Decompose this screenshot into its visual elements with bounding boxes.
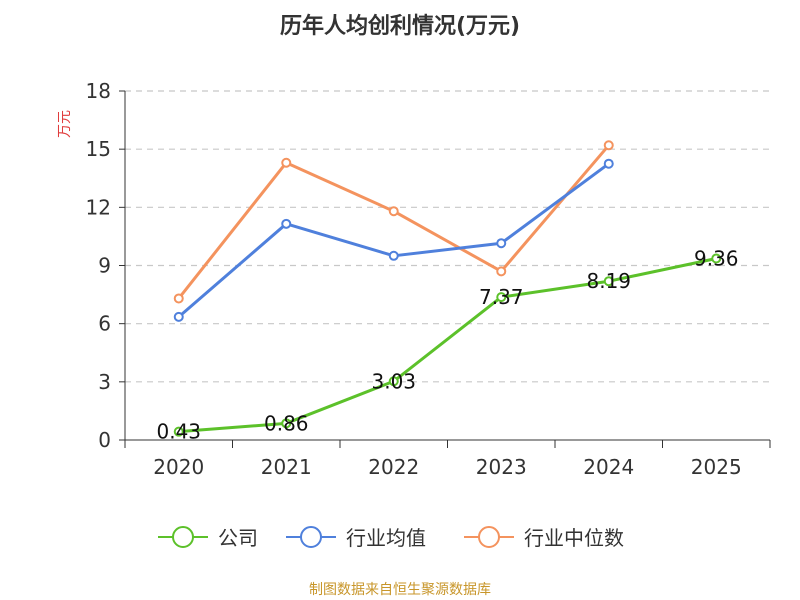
- data-point: [281, 418, 292, 429]
- legend-marker: [172, 526, 194, 548]
- legend-label: 公司: [218, 526, 258, 550]
- data-point: [388, 376, 399, 387]
- series-lines: [173, 140, 722, 437]
- x-tick-label: 2024: [583, 455, 634, 479]
- x-tick-label: 2025: [691, 455, 742, 479]
- x-tick-label: 2022: [368, 455, 419, 479]
- data-point: [388, 206, 399, 217]
- y-axis-label: 万元: [57, 110, 73, 138]
- x-tick-label: 2023: [476, 455, 527, 479]
- axes: 0 3 6 9 12 15 18 2020 2021 2022 2023 2024 2025 万元: [57, 79, 771, 479]
- y-tick-label: 15: [86, 137, 111, 161]
- data-point: [173, 293, 184, 304]
- data-point: [603, 276, 614, 287]
- data-point: [711, 253, 722, 264]
- y-tick-label: 18: [86, 79, 111, 103]
- data-point: [388, 250, 399, 261]
- series-line-2: [177, 144, 610, 300]
- data-point: [173, 426, 184, 437]
- data-label: 3.03: [371, 369, 416, 393]
- grid-lines: [125, 90, 770, 383]
- y-tick-label: 6: [98, 312, 111, 336]
- legend-marker: [478, 526, 500, 548]
- y-tick-label: 12: [86, 195, 111, 219]
- data-labels: 0.43 0.86 3.03 7.37 8.19 9.36: [156, 247, 738, 444]
- y-tick-label: 0: [98, 428, 111, 452]
- data-label: 9.36: [694, 247, 739, 271]
- data-point: [496, 292, 507, 303]
- data-label: 7.37: [479, 285, 524, 309]
- series-line-1: [177, 162, 610, 319]
- x-tick-label: 2021: [261, 455, 312, 479]
- data-point: [281, 157, 292, 168]
- data-point: [173, 311, 184, 322]
- data-point: [496, 266, 507, 277]
- data-label: 0.43: [156, 420, 201, 444]
- y-tick-label: 9: [98, 254, 111, 278]
- data-label: 8.19: [586, 269, 631, 293]
- legend-label: 行业均值: [346, 526, 426, 550]
- y-tick-label: 3: [98, 370, 111, 394]
- data-point: [496, 238, 507, 249]
- series-line-0: [178, 257, 717, 434]
- legend-label: 行业中位数: [524, 526, 624, 550]
- data-point: [603, 158, 614, 169]
- x-tick-label: 2020: [153, 455, 204, 479]
- legend-marker: [300, 526, 322, 548]
- data-point: [281, 218, 292, 229]
- chart-title: 历年人均创利情况(万元): [279, 14, 521, 39]
- data-point: [603, 140, 614, 151]
- data-label: 0.86: [264, 411, 309, 435]
- source-note: 制图数据来自恒生聚源数据库: [309, 582, 491, 598]
- legend: 公司 行业均值 行业中位数: [158, 526, 624, 550]
